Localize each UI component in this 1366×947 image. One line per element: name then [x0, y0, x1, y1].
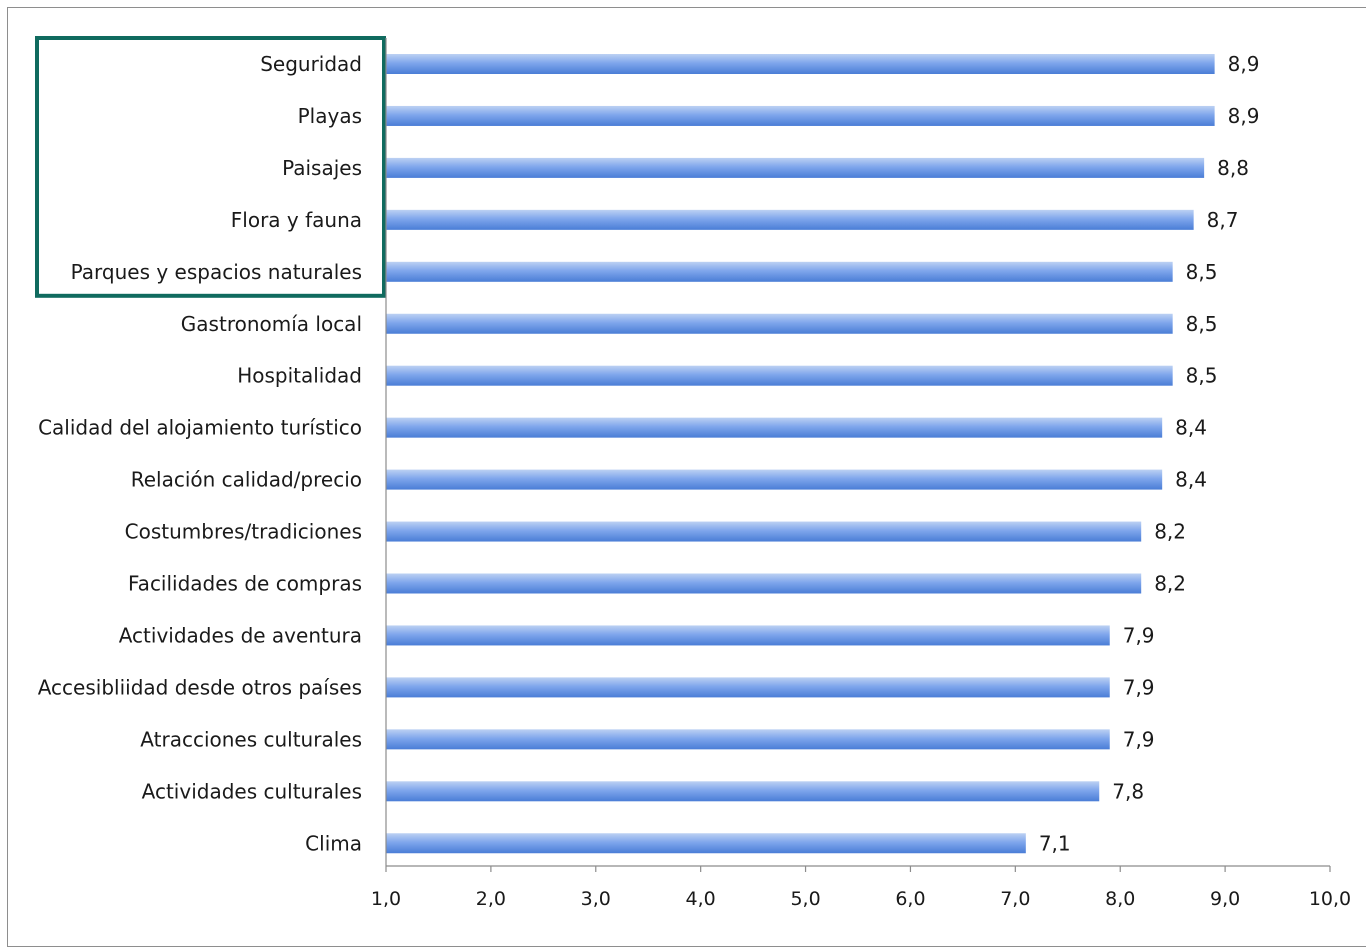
bar-2	[386, 157, 1205, 178]
value-label: 7,9	[1123, 675, 1155, 699]
bar-15	[386, 833, 1026, 854]
category-label: Parques y espacios naturales	[71, 260, 362, 284]
value-label: 8,8	[1217, 156, 1249, 180]
value-label: 8,4	[1175, 468, 1207, 492]
x-tick-label: 5,0	[790, 888, 820, 910]
value-label: 8,2	[1154, 572, 1186, 596]
bar-chart: 1,0 2,0 3,0 4,0 5,0 6,0 7,0 8,0 9,0 10,0 Segurida…	[35, 36, 1351, 910]
category-label: Accesibliidad desde otros países	[38, 675, 362, 699]
value-label: 8,9	[1228, 104, 1260, 128]
x-tick-label: 7,0	[1000, 888, 1030, 910]
bar-4	[386, 261, 1173, 282]
value-label: 8,9	[1228, 52, 1260, 76]
category-label: Actividades culturales	[142, 779, 362, 803]
category-label: Gastronomía local	[181, 312, 362, 336]
bar-3	[386, 209, 1194, 230]
category-label: Clima	[305, 831, 362, 855]
x-tick-label: 9,0	[1210, 888, 1240, 910]
category-label: Atracciones culturales	[140, 727, 362, 751]
category-label: Paisajes	[282, 156, 362, 180]
category-label: Calidad del alojamiento turístico	[38, 416, 362, 440]
x-tick-label: 2,0	[476, 888, 506, 910]
value-label: 7,1	[1039, 831, 1071, 855]
category-label: Hospitalidad	[237, 364, 362, 388]
category-label: Flora y fauna	[231, 208, 362, 232]
category-label: Actividades de aventura	[119, 623, 362, 647]
category-label: Facilidades de compras	[128, 572, 362, 596]
value-label: 8,2	[1154, 520, 1186, 544]
value-label: 7,9	[1123, 727, 1155, 751]
bar-11	[386, 625, 1110, 646]
value-label: 8,5	[1186, 260, 1218, 284]
bar-5	[386, 313, 1173, 334]
x-tick-label: 3,0	[581, 888, 611, 910]
value-label: 8,5	[1186, 364, 1218, 388]
bar-14	[386, 781, 1100, 802]
bar-6	[386, 365, 1173, 386]
x-tick-label: 1,0	[371, 888, 401, 910]
bar-13	[386, 729, 1110, 750]
bar-12	[386, 677, 1110, 698]
category-label: Costumbres/tradiciones	[125, 520, 362, 544]
bar-9	[386, 521, 1142, 542]
highlight-box	[35, 36, 386, 298]
bar-10	[386, 573, 1142, 594]
bar-1	[386, 105, 1215, 126]
value-label: 7,8	[1112, 779, 1144, 803]
category-label: Playas	[298, 104, 362, 128]
bar-0	[386, 54, 1215, 74]
category-label: Seguridad	[260, 52, 362, 76]
value-label: 7,9	[1123, 623, 1155, 647]
bar-7	[386, 417, 1163, 438]
value-label: 8,7	[1207, 208, 1239, 232]
value-label: 8,4	[1175, 416, 1207, 440]
category-label: Relación calidad/precio	[131, 468, 362, 492]
x-tick-label: 4,0	[686, 888, 716, 910]
x-tick-label: 10,0	[1309, 888, 1351, 910]
x-tick-label: 8,0	[1105, 888, 1135, 910]
x-tick-label: 6,0	[895, 888, 925, 910]
value-label: 8,5	[1186, 312, 1218, 336]
bar-8	[386, 469, 1163, 490]
